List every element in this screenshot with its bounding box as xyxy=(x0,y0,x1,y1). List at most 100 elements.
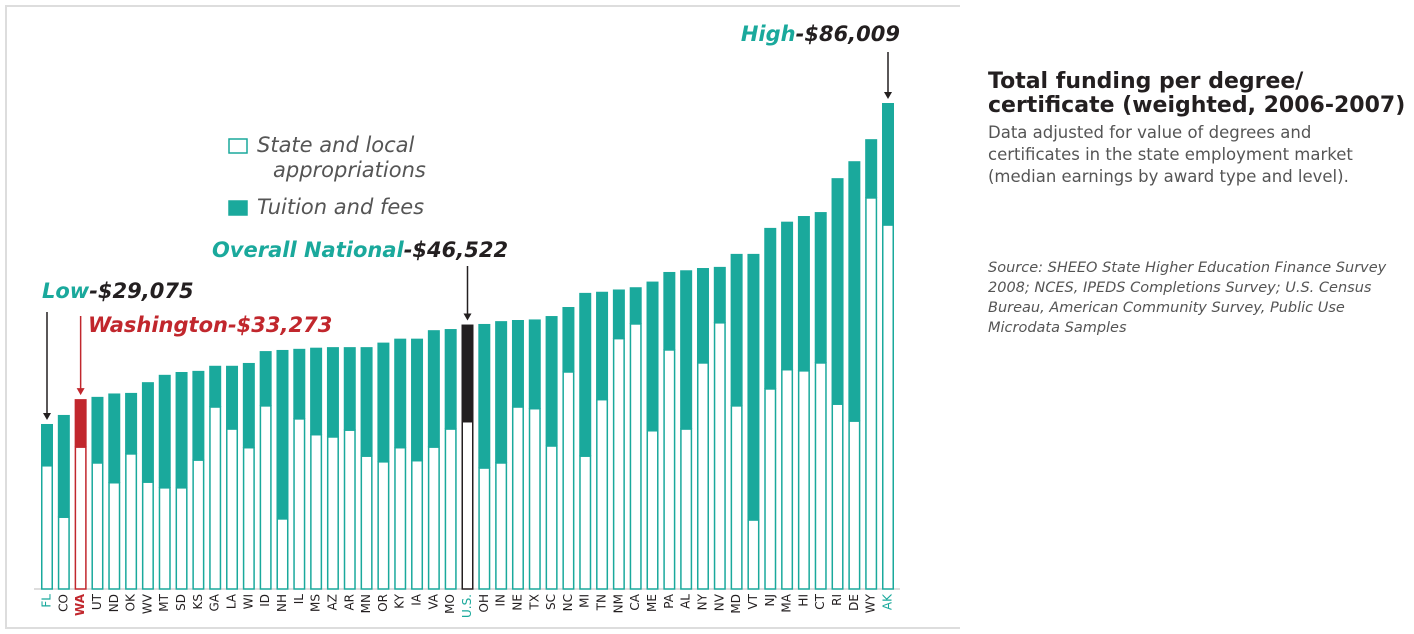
x-tick-label: NM xyxy=(611,594,625,613)
x-tick-label: WV xyxy=(140,593,154,614)
bar-appropriations xyxy=(377,461,390,590)
bar-tuition xyxy=(713,266,726,323)
bar-appropriations xyxy=(226,428,239,590)
bar-tuition xyxy=(175,371,188,488)
bar-tuition xyxy=(478,323,491,469)
bar-tuition xyxy=(680,270,693,430)
chart-title: Total funding per degree/ certificate (w… xyxy=(988,69,1406,118)
bar-tuition xyxy=(612,289,625,339)
bar-tuition xyxy=(814,212,827,363)
x-tick-label: IN xyxy=(494,594,508,607)
bar-tuition xyxy=(781,221,794,370)
bar-tuition xyxy=(394,338,407,448)
x-tick-label: CA xyxy=(628,593,642,610)
x-tick-label: SC xyxy=(544,594,558,610)
x-tick-label: OH xyxy=(477,594,491,612)
annotation: High-$86,009 xyxy=(741,22,900,46)
bar-tuition xyxy=(882,103,894,226)
bar-tuition xyxy=(528,319,541,409)
annotation-part: Overall National xyxy=(212,238,405,262)
x-tick-label: U.S. xyxy=(460,594,474,618)
legend-line: appropriations xyxy=(273,158,426,182)
bar-tuition xyxy=(411,338,424,461)
bar-appropriations xyxy=(310,433,323,590)
x-tick-label: TX xyxy=(527,594,541,611)
bar-appropriations xyxy=(713,322,726,590)
legend-swatch xyxy=(228,200,248,216)
x-tick-label: VT xyxy=(746,593,760,609)
x-tick-label: MT xyxy=(157,593,171,611)
x-tick-label: KS xyxy=(191,594,205,610)
bar-tuition xyxy=(57,414,70,518)
bar-tuition xyxy=(377,342,390,462)
x-tick-label: AL xyxy=(679,594,693,609)
x-tick-label: ME xyxy=(645,594,659,612)
x-tick-label: TN xyxy=(595,594,609,611)
bar-appropriations xyxy=(125,453,138,590)
x-tick-label: CT xyxy=(813,593,827,609)
bar-tuition xyxy=(848,161,861,422)
x-tick-label: AR xyxy=(342,594,356,611)
bar-tuition xyxy=(663,271,676,350)
x-tick-label: SD xyxy=(174,594,188,611)
x-tick-label: CO xyxy=(56,594,70,612)
bar-appropriations xyxy=(41,465,53,590)
legend-label: State and local appropriations xyxy=(257,133,426,182)
bar-tuition xyxy=(831,178,844,405)
bar-appropriations xyxy=(629,323,642,590)
bar-appropriations xyxy=(696,362,709,590)
bar-appropriations xyxy=(276,518,289,590)
bar-tuition xyxy=(427,330,440,448)
bar-appropriations xyxy=(427,446,440,590)
bar-tuition xyxy=(596,291,609,400)
bar-appropriations xyxy=(747,519,760,590)
bar-tuition xyxy=(242,362,255,448)
x-tick-label: GA xyxy=(208,593,222,611)
frame xyxy=(5,5,960,629)
bar-appropriations xyxy=(528,407,541,590)
chart-subtitle: Data adjusted for value of degrees and c… xyxy=(988,123,1353,186)
arrow-head xyxy=(76,388,85,396)
bar-appropriations xyxy=(343,429,356,590)
bar-tuition xyxy=(360,347,373,457)
x-tick-label: IL xyxy=(292,594,306,605)
annotation: Washington-$33,273 xyxy=(88,313,332,337)
bar-appropriations xyxy=(545,445,558,590)
bar-tuition xyxy=(276,349,289,519)
bar-tuition xyxy=(579,292,592,457)
bar-appropriations xyxy=(360,455,373,590)
x-tick-label: UT xyxy=(90,593,104,610)
bar-appropriations xyxy=(444,428,457,590)
bar-tuition xyxy=(865,139,878,198)
bar-tuition xyxy=(192,370,205,461)
annotation-part: Washington-$33,273 xyxy=(88,313,332,337)
bar-appropriations xyxy=(848,420,861,590)
bar-appropriations xyxy=(562,371,575,590)
bar-appropriations xyxy=(814,362,827,590)
bar-appropriations xyxy=(91,462,104,590)
x-tick-label: FL xyxy=(40,594,54,608)
bar-tuition xyxy=(797,216,810,371)
bar-tuition xyxy=(226,365,239,430)
bar-appropriations xyxy=(831,403,844,590)
x-tick-label: WA xyxy=(73,593,87,616)
x-tick-label: NC xyxy=(561,594,575,611)
x-tick-label: LA xyxy=(225,593,239,609)
x-tick-label: AK xyxy=(881,593,895,610)
legend-label: Tuition and fees xyxy=(257,195,424,219)
bar-tuition xyxy=(74,399,87,448)
chart-source: Source: SHEEO State Higher Education Fin… xyxy=(988,260,1387,336)
bar-appropriations xyxy=(495,462,508,590)
x-tick-label: AZ xyxy=(325,594,339,610)
bar-appropriations xyxy=(781,368,794,590)
arrow-head xyxy=(43,412,51,420)
legend-line: State and local xyxy=(257,133,415,157)
x-tick-label: MA xyxy=(780,593,794,612)
legend-swatch xyxy=(228,138,248,154)
annotation-part: -$46,522 xyxy=(404,238,508,262)
bar-appropriations xyxy=(646,430,659,590)
chart: FL CO WA UT ND OK WV MT SD KS GA LA WI ID NH IL MS AZ AR MN… xyxy=(5,5,960,629)
bar-appropriations xyxy=(511,406,524,590)
bar-appropriations xyxy=(461,420,474,590)
